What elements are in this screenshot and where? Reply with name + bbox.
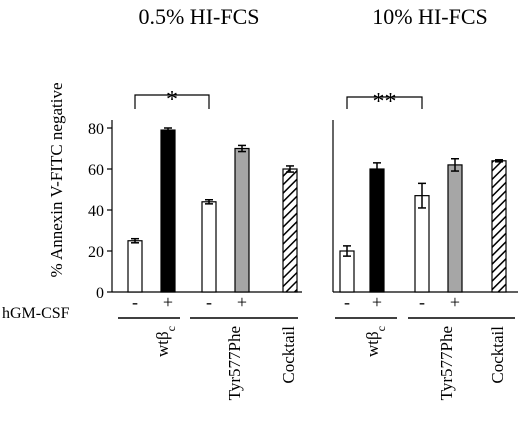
significance-bracket bbox=[134, 94, 210, 109]
y-tick-label: 0 bbox=[96, 285, 104, 302]
significance-marker: * bbox=[166, 87, 178, 113]
treatment-sign: + bbox=[237, 292, 247, 312]
group-label: Cocktail bbox=[488, 326, 507, 384]
bar bbox=[234, 147, 250, 293]
bar bbox=[201, 201, 217, 293]
y-tick-label: 20 bbox=[88, 244, 104, 261]
group-label: wtβc bbox=[363, 326, 388, 357]
bar bbox=[369, 168, 385, 293]
group-label: Tyr577Phe bbox=[225, 326, 244, 400]
bar bbox=[447, 164, 463, 293]
bar bbox=[127, 240, 143, 293]
treatment-row-label: hGM-CSF bbox=[2, 305, 70, 322]
y-tick-label: 60 bbox=[88, 162, 104, 179]
significance-marker: ** bbox=[373, 89, 397, 115]
y-tick-label: 40 bbox=[88, 203, 104, 220]
treatment-sign: + bbox=[372, 292, 382, 312]
y-axis-label: % Annexin V-FITC negative bbox=[47, 82, 66, 277]
y-tick-label: 80 bbox=[88, 121, 104, 138]
treatment-sign: - bbox=[206, 292, 212, 312]
group-label: wtβc bbox=[153, 326, 178, 357]
treatment-sign: - bbox=[344, 292, 350, 312]
significance-bracket bbox=[346, 96, 423, 109]
panel-title: 10% HI-FCS bbox=[372, 4, 488, 29]
bar bbox=[414, 195, 430, 293]
treatment-sign: + bbox=[163, 292, 173, 312]
bar bbox=[282, 168, 298, 293]
group-label: Tyr577Phe bbox=[437, 326, 456, 400]
group-label: Cocktail bbox=[279, 326, 298, 384]
panel-title: 0.5% HI-FCS bbox=[138, 4, 259, 29]
treatment-sign: + bbox=[450, 292, 460, 312]
bar bbox=[339, 250, 355, 293]
treatment-sign: - bbox=[132, 292, 138, 312]
treatment-sign: - bbox=[419, 292, 425, 312]
bar bbox=[160, 129, 176, 293]
bar bbox=[491, 160, 507, 293]
